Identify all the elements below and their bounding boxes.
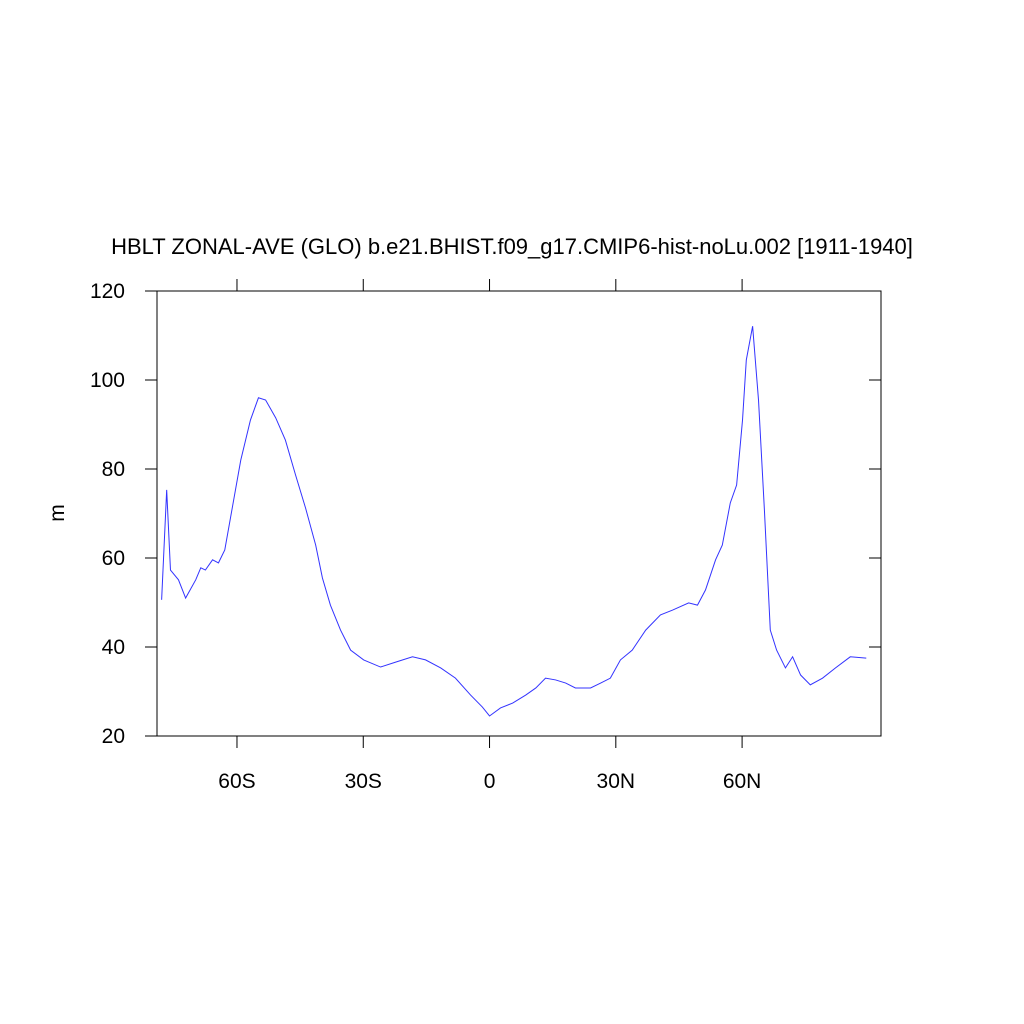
chart-title: HBLT ZONAL-AVE (GLO) b.e21.BHIST.f09_g17… bbox=[111, 234, 913, 259]
data-line bbox=[161, 326, 867, 717]
y-tick-label: 80 bbox=[102, 458, 125, 481]
x-tick-label: 30S bbox=[345, 770, 382, 793]
x-tick-label: 60S bbox=[218, 770, 255, 793]
y-tick-label: 120 bbox=[90, 280, 125, 303]
y-axis-label: m bbox=[46, 504, 69, 522]
x-tick-label: 60N bbox=[723, 770, 762, 793]
plot-frame bbox=[156, 290, 882, 737]
y-tick-label: 40 bbox=[102, 636, 125, 659]
y-tick-label: 100 bbox=[90, 369, 125, 392]
x-tick-label: 0 bbox=[484, 770, 496, 793]
y-tick-label: 60 bbox=[102, 547, 125, 570]
x-tick-label: 30N bbox=[597, 770, 636, 793]
y-tick-label: 20 bbox=[102, 725, 125, 748]
